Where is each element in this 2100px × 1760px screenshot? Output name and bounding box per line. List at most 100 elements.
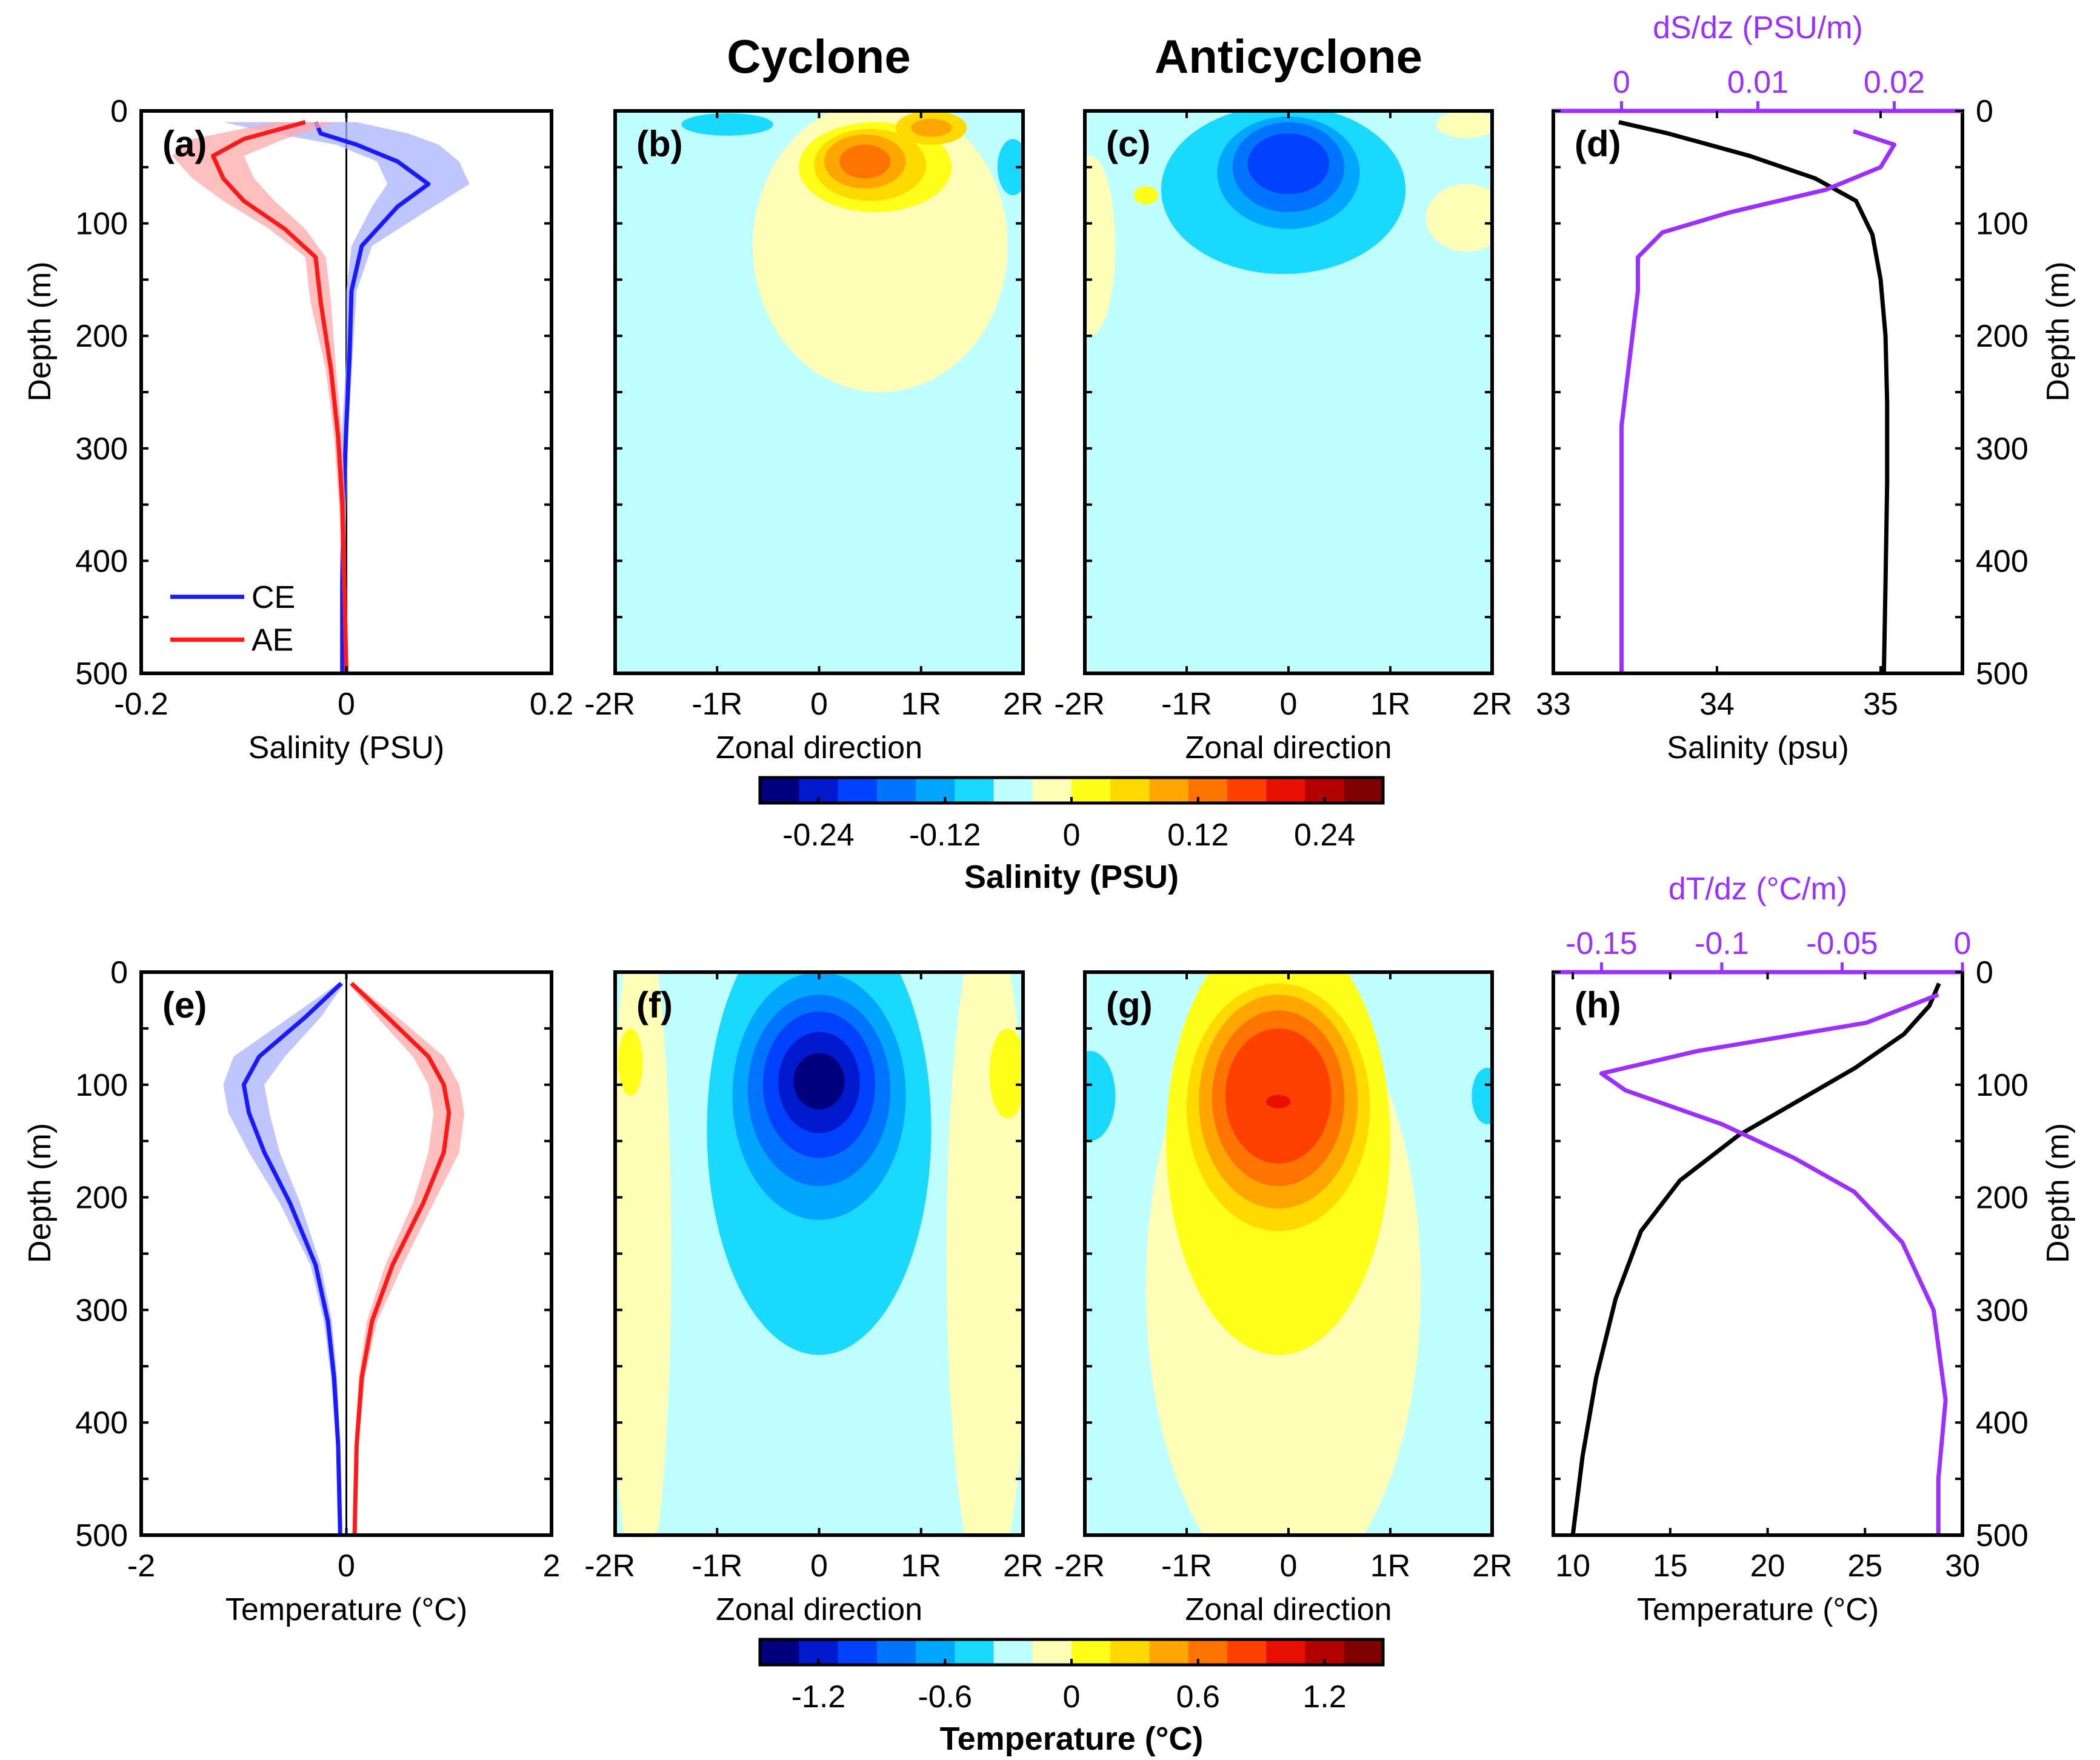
y-axis-label: Depth (m) [2041, 1123, 2076, 1263]
top-axis-label: dS/dz (PSU/m) [1653, 10, 1863, 45]
y-tick-label: 200 [1976, 319, 2028, 354]
colorbar-swatch [993, 778, 1033, 803]
x-tick-label: -1R [1161, 1548, 1212, 1584]
panel-c-axes [1084, 110, 1493, 675]
y-axis-label: Depth (m) [22, 1123, 58, 1263]
panel-label: (b) [636, 124, 683, 164]
top-tick-label: 0.01 [1727, 65, 1788, 100]
y-tick-label: 0 [1976, 94, 1993, 129]
x-tick-label: 0 [810, 687, 828, 722]
series-dsdz-line [1619, 129, 1896, 673]
x-tick-label: 1R [901, 687, 941, 722]
x-tick-label: -2R [584, 1548, 635, 1584]
panel-e: (e) -2 0 2 Temperature (°C) 0 100 200 300 400 500 D… [22, 955, 560, 1627]
contour-level-8 [618, 1028, 643, 1096]
colorbar-swatch [916, 778, 955, 803]
colorbar-swatch [1072, 1639, 1111, 1665]
colorbar-tick-label: -0.6 [918, 1679, 972, 1715]
panel-b: (b) -2R -1R 0 1R 2R Zonal direction [584, 109, 1043, 765]
colorbar-swatch [760, 778, 799, 803]
x-tick-label: 2R [1003, 687, 1043, 722]
colorbar-swatch [838, 778, 878, 803]
x-axis-label: Zonal direction [716, 1592, 922, 1627]
colorbar-swatch [1149, 778, 1189, 803]
panel-label: (c) [1106, 124, 1150, 164]
panel-f-axes [614, 971, 1024, 1536]
heatmap-field [1085, 111, 1492, 673]
y-tick-label: 400 [1976, 1405, 2028, 1441]
x-tick-label: 15 [1653, 1548, 1688, 1584]
colorbar-temperature: -1.2 -0.6 0 0.6 1.2 Temperature (°C) [758, 1638, 1385, 1757]
colorbar-swatch [1110, 1639, 1150, 1665]
x-tick-label: 10 [1555, 1548, 1590, 1584]
contour-level-13 [1266, 1095, 1291, 1108]
colorbar-swatch [1188, 1639, 1228, 1665]
panel-d: (d) 33 34 35 Salinity (psu) 0 100 200 300 400 500 D… [1536, 10, 2076, 765]
contour-level-2 [1247, 133, 1330, 195]
series-ae-band [348, 983, 465, 1535]
colorbar-salinity: -0.24 -0.12 0 0.12 0.24 Salinity (PSU) [758, 776, 1385, 895]
y-axis-label: Depth (m) [22, 261, 58, 401]
panel-label: (a) [162, 124, 207, 164]
colorbar-swatch [1032, 778, 1072, 803]
x-tick-label: 0 [338, 1548, 355, 1584]
y-tick-label: 300 [1976, 432, 2028, 467]
panel-h-axes [1553, 971, 1964, 1536]
x-tick-label: 25 [1847, 1548, 1882, 1584]
x-axis-label: Temperature (°C) [1637, 1592, 1879, 1627]
header-anticyclone: Anticyclone [1155, 30, 1422, 83]
y-tick-label: 200 [75, 319, 128, 354]
header-cyclone: Cyclone [727, 30, 910, 83]
series-temperature-line [1570, 982, 1941, 1536]
y-tick-label: 500 [1976, 1518, 2028, 1553]
contour-level-7 [1436, 111, 1492, 138]
colorbar-swatch [916, 1639, 955, 1665]
colorbar-swatch [876, 778, 916, 803]
contour-level-11 [839, 144, 891, 179]
contour-level-7 [1425, 184, 1492, 252]
top-tick-label: 0 [1954, 926, 1972, 961]
contour-level-5 [1472, 1067, 1492, 1124]
y-tick-label: 200 [75, 1181, 128, 1216]
x-tick-label: -1R [1161, 687, 1212, 722]
x-tick-label: 0.2 [530, 687, 573, 722]
contour-level-7 [1085, 156, 1116, 336]
panel-f: (f) -2R -1R 0 1R 2R Zonal direction [584, 970, 1043, 1627]
contour-level-7 [615, 972, 672, 1535]
y-tick-label: 400 [75, 544, 128, 579]
panel-d-axes [1552, 110, 1962, 675]
y-tick-label: 300 [75, 1293, 128, 1328]
series-ae-line [210, 120, 348, 674]
panel-label: (e) [162, 985, 207, 1025]
x-tick-label: 33 [1536, 687, 1571, 722]
contour-level-8 [1133, 186, 1158, 205]
top-tick-label: -0.05 [1806, 926, 1878, 961]
colorbar-swatch [1344, 1639, 1384, 1665]
colorbar-tick-label: 1.2 [1302, 1679, 1346, 1715]
heatmap-field [615, 111, 1023, 673]
colorbar-swatch [1032, 1639, 1072, 1665]
colorbar-swatch [1266, 1639, 1305, 1665]
y-tick-label: 0 [110, 94, 128, 129]
panel-g: (g) -2R -1R 0 1R 2R Zonal direction [1054, 970, 1512, 1627]
y-tick-label: 400 [75, 1405, 128, 1441]
y-tick-label: 500 [75, 656, 128, 692]
x-axis-label: Salinity (PSU) [248, 730, 445, 765]
series-ce-line [241, 982, 343, 1536]
colorbar-tick-label: -0.12 [909, 818, 981, 853]
x-tick-label: -1R [692, 687, 742, 722]
panel-c: (c) -2R -1R 0 1R 2R Zonal direction [1054, 109, 1512, 765]
x-tick-label: 1R [1370, 1548, 1410, 1584]
colorbar-swatch [1110, 778, 1150, 803]
x-tick-label: 1R [901, 1548, 941, 1584]
legend-ae-label: AE [252, 622, 293, 658]
contour-level-8 [989, 1028, 1023, 1119]
top-tick-label: 0.02 [1864, 65, 1925, 100]
colorbar-swatch [876, 1639, 916, 1665]
x-tick-label: 2R [1003, 1548, 1043, 1584]
colorbar-swatch [1227, 778, 1267, 803]
y-tick-label: 400 [1976, 544, 2028, 579]
top-axis-label: dT/dz (°C/m) [1668, 872, 1847, 907]
contour-level-10 [910, 118, 952, 137]
panel-label: (d) [1575, 124, 1621, 164]
